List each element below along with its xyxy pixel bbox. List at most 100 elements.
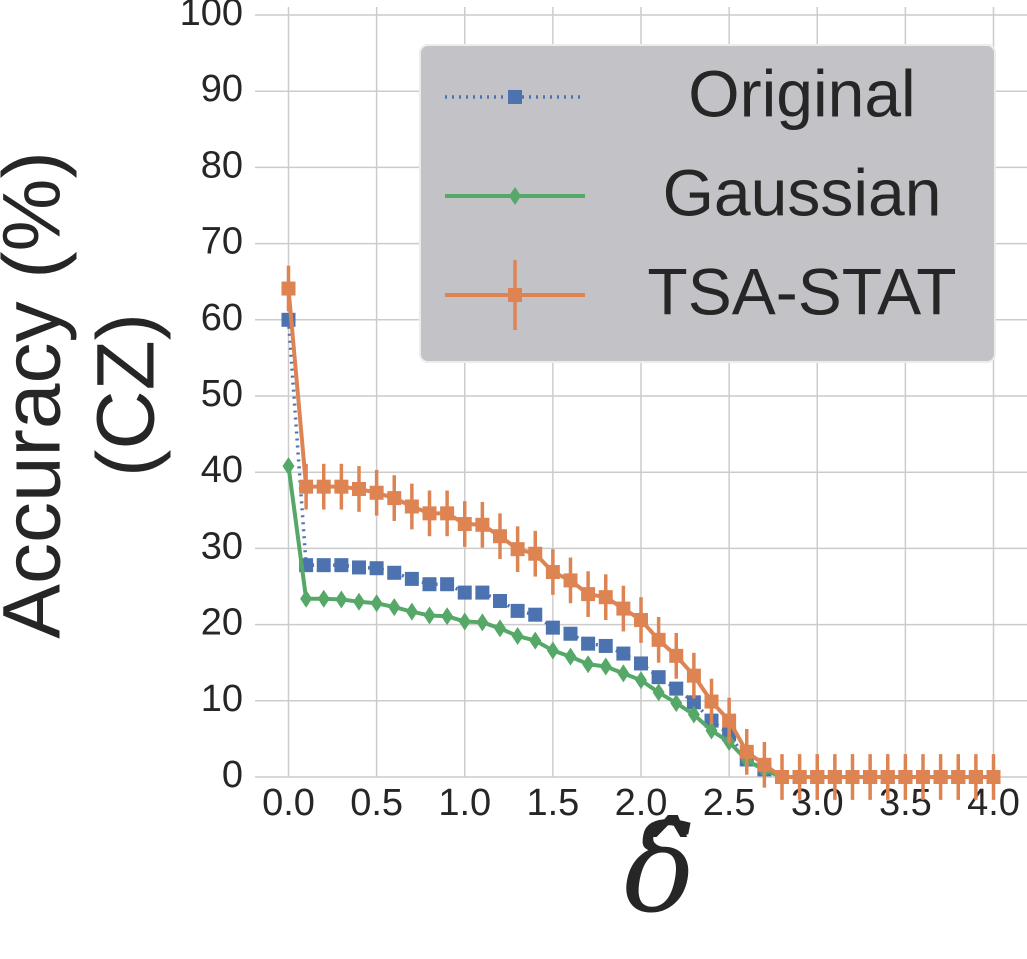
marker [422, 577, 437, 592]
marker [423, 606, 436, 625]
legend-label: Gaussian [663, 155, 942, 229]
x-tick-label: 0.5 [350, 782, 403, 824]
marker [404, 571, 419, 586]
marker [370, 594, 383, 613]
marker [440, 506, 455, 521]
legend-label: TSA-STAT [647, 254, 956, 328]
marker [687, 705, 700, 724]
marker [670, 694, 683, 713]
marker [369, 561, 384, 576]
y-tick-label: 80 [201, 144, 243, 186]
marker [334, 558, 349, 573]
marker [704, 694, 719, 709]
marker [545, 565, 560, 580]
x-tick-label: 0.0 [262, 782, 315, 824]
marker [334, 479, 349, 494]
marker [316, 479, 331, 494]
y-axis-label: (CZ) [81, 313, 172, 477]
y-tick-label: 30 [201, 525, 243, 567]
marker [369, 485, 384, 500]
marker [511, 627, 524, 646]
marker [510, 603, 525, 618]
y-tick-label: 60 [201, 297, 243, 339]
marker [528, 546, 543, 561]
marker [581, 587, 596, 602]
marker [845, 770, 860, 784]
marker [316, 558, 331, 573]
marker [669, 681, 684, 696]
marker [351, 481, 366, 496]
marker [529, 631, 542, 650]
y-tick-label: 70 [201, 221, 243, 263]
marker [508, 90, 522, 104]
marker [634, 656, 648, 671]
y-tick-label: 0 [222, 754, 243, 796]
marker [404, 499, 419, 514]
marker [282, 457, 295, 476]
marker [739, 744, 754, 759]
x-tick-label: 2.5 [703, 782, 756, 824]
marker [476, 613, 489, 632]
x-tick-label: 2.0 [615, 782, 668, 824]
marker [582, 655, 595, 674]
y-tick-label: 40 [201, 449, 243, 491]
marker [335, 590, 348, 609]
marker [863, 770, 878, 784]
marker [581, 636, 596, 651]
marker [510, 542, 525, 557]
series [281, 265, 1001, 800]
marker [686, 668, 701, 683]
marker [493, 619, 506, 638]
marker [635, 671, 647, 690]
y-tick-label: 50 [201, 373, 243, 415]
y-axis-label: Accuracy (%) [0, 151, 78, 639]
marker [545, 620, 560, 635]
legend-box [419, 44, 996, 363]
marker [616, 646, 631, 661]
marker [457, 517, 472, 532]
marker [492, 529, 507, 544]
marker [722, 713, 737, 728]
marker [546, 641, 559, 660]
marker [352, 592, 365, 611]
marker [599, 657, 612, 676]
marker [351, 560, 366, 575]
marker [616, 601, 631, 616]
legend: Original Gaussian TSA-STAT [419, 44, 996, 363]
marker [405, 602, 418, 621]
marker [281, 281, 296, 296]
marker [652, 683, 665, 702]
marker [508, 288, 522, 302]
marker [441, 607, 454, 626]
marker [387, 491, 402, 506]
marker [509, 187, 521, 205]
y-tick-label: 10 [201, 678, 243, 720]
marker [916, 770, 931, 784]
marker [387, 565, 402, 580]
marker [563, 626, 578, 641]
marker [968, 770, 983, 784]
marker [775, 770, 790, 784]
y-tick-label: 100 [180, 0, 243, 34]
marker [598, 590, 613, 605]
y-tick-label: 20 [201, 602, 243, 644]
marker [705, 721, 718, 740]
marker [598, 638, 613, 653]
legend-label: Original [688, 56, 915, 130]
marker [422, 506, 437, 521]
marker [475, 585, 490, 600]
marker [986, 770, 1001, 784]
marker [617, 664, 630, 683]
marker [564, 647, 577, 666]
marker [300, 589, 313, 608]
marker [563, 573, 578, 588]
marker [457, 585, 472, 600]
marker [299, 479, 314, 494]
marker [317, 589, 330, 608]
x-tick-label: 1.0 [438, 782, 491, 824]
marker [827, 770, 842, 784]
marker [458, 612, 471, 631]
marker [492, 593, 507, 608]
marker [686, 695, 701, 710]
